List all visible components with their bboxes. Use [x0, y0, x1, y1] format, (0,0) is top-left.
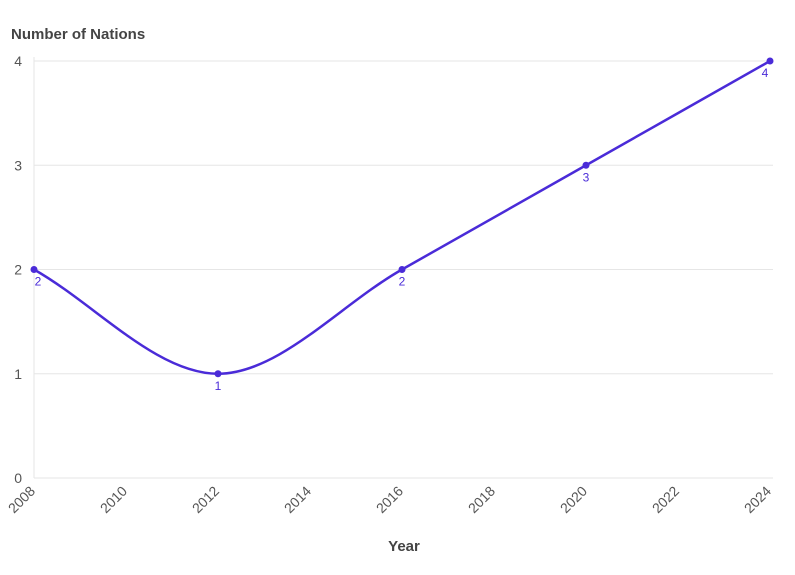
y-tick-labels: 0 1 2 3 4 [14, 53, 22, 486]
data-label: 2 [399, 275, 406, 289]
series-line-layer [33, 59, 771, 376]
y-tick-label: 1 [14, 366, 22, 382]
y-tick-label: 3 [14, 157, 22, 173]
x-tick-label: 2008 [5, 483, 38, 516]
x-axis-label: Year [388, 538, 420, 555]
data-label: 2 [35, 275, 42, 289]
x-tick-label: 2020 [557, 483, 590, 516]
series-line [33, 59, 771, 376]
data-labels: 2 1 2 3 4 [35, 66, 769, 393]
data-label: 3 [583, 170, 590, 184]
data-points [30, 57, 774, 378]
y-tick-label: 4 [14, 53, 22, 69]
data-point[interactable] [398, 266, 406, 273]
x-tick-label: 2014 [281, 483, 314, 516]
x-tick-label: 2022 [649, 483, 682, 516]
x-tick-label: 2018 [465, 483, 498, 516]
data-label: 4 [762, 66, 769, 80]
y-axis-label: Number of Nations [11, 26, 145, 43]
data-point[interactable] [214, 370, 222, 378]
x-tick-label: 2012 [189, 483, 222, 516]
x-tick-label: 2010 [97, 483, 130, 516]
x-tick-label: 2016 [373, 483, 406, 516]
y-tick-label: 0 [14, 470, 22, 486]
data-label: 1 [215, 379, 222, 393]
data-point[interactable] [30, 266, 38, 273]
data-point[interactable] [582, 161, 590, 169]
x-tick-label: 2024 [741, 483, 774, 516]
y-tick-label: 2 [14, 262, 22, 278]
x-tick-labels: 2008 2010 2012 2014 2016 2018 2020 2022 2024 [5, 483, 774, 516]
data-point[interactable] [766, 57, 774, 65]
